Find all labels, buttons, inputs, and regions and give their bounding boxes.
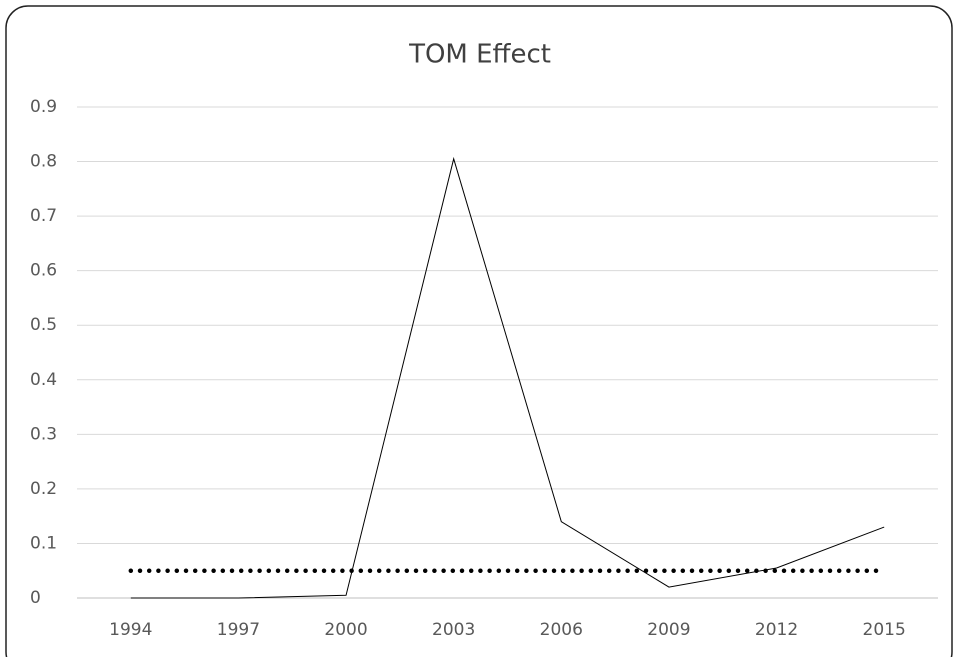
x-tick-label: 2000	[324, 620, 367, 640]
chart-frame	[5, 5, 953, 661]
y-tick-label: 0.7	[30, 206, 57, 226]
y-tick-label: 0.1	[30, 533, 57, 553]
x-tick-label: 2006	[540, 620, 583, 640]
series-line	[130, 156, 885, 599]
x-tick-label: 2015	[863, 620, 906, 640]
y-tick-label: 0.2	[30, 479, 57, 499]
y-tick-label: 0	[30, 588, 41, 608]
y-tick-label: 0.4	[30, 370, 57, 390]
y-tick-label: 0.6	[30, 261, 57, 281]
y-tick-label: 0.8	[30, 152, 57, 172]
y-tick-label: 0.5	[30, 315, 57, 335]
y-tick-label: 0.9	[30, 97, 57, 117]
x-tick-label: 2009	[647, 620, 690, 640]
chart-title: TOM Effect	[408, 40, 551, 70]
x-tick-label: 2012	[755, 620, 798, 640]
x-tick-label: 1994	[109, 620, 152, 640]
y-tick-label: 0.3	[30, 424, 57, 444]
x-tick-label: 2003	[432, 620, 475, 640]
x-tick-label: 1997	[217, 620, 260, 640]
